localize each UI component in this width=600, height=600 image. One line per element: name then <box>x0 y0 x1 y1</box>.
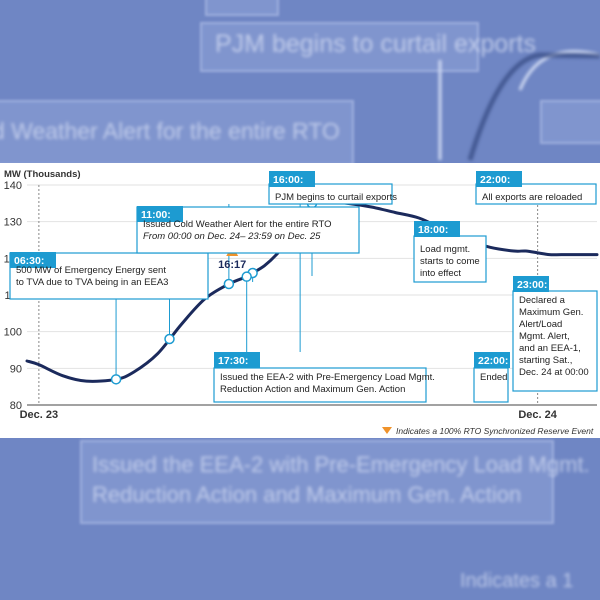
callout-text: and an EEA-1, <box>519 343 581 354</box>
callout-time-tab <box>10 252 56 268</box>
event-callout: 17:30: Issued the EEA-2 with Pre-Emergenc… <box>213 352 435 403</box>
callout-text: Mgmt. Alert, <box>519 331 570 342</box>
callout-box <box>213 367 427 403</box>
callout-time: 23:00: <box>517 279 547 291</box>
callout-text: Issued the EEA-2 with Pre-Emergency Load… <box>220 372 435 383</box>
callout-time: 11:00: <box>141 209 171 221</box>
event-callout: 22:00: All exports are reloaded <box>475 171 597 205</box>
chart-svg: MW (Thousands) 8090100110120130140 Dec. … <box>4 169 599 436</box>
callout-text: starts to come <box>420 256 480 267</box>
callout-time: 16:00: <box>273 174 303 186</box>
bg-text-2: d Weather Alert for the entire RTO <box>0 118 340 144</box>
triangle-label: 16:17 <box>218 259 246 271</box>
callout-text: Load mgmt. <box>420 244 470 255</box>
bg-text-4: Reduction Action and Maximum Gen. Action <box>92 482 522 507</box>
bg-time-box-2 <box>540 100 600 144</box>
event-marker <box>241 271 252 282</box>
bg-text-5: Indicates a 1 <box>460 570 574 592</box>
callout-text: Maximum Gen. <box>519 307 583 318</box>
callout-text: starting Sat., <box>519 355 572 366</box>
y-tick-label: 130 <box>4 217 22 229</box>
event-marker <box>110 374 122 385</box>
callout-text: All exports are reloaded <box>482 192 582 203</box>
callout-text: Reduction Action and Maximum Gen. Action <box>220 384 405 395</box>
bg-time-box <box>205 0 279 16</box>
callout-text: PJM begins to curtail exports <box>275 192 397 203</box>
callout-time: 18:00: <box>418 224 448 236</box>
callout-time-tab <box>474 352 510 368</box>
event-callout: 06:30:500 MW of Emergency Energy sentto … <box>9 252 209 300</box>
bg-text-3: Issued the EEA-2 with Pre-Emergency Load… <box>92 452 590 477</box>
callout-time-tab <box>214 352 260 368</box>
callout-box <box>475 183 597 205</box>
callout-time: 06:30: <box>14 255 44 267</box>
callout-time: 22:00: <box>478 355 508 367</box>
y-axis-label: MW (Thousands) <box>4 169 81 180</box>
legend-triangle-icon <box>382 427 392 434</box>
callout-box <box>413 235 487 283</box>
y-tick-label: 90 <box>10 363 22 375</box>
callout-box <box>268 183 393 205</box>
bg-callout-box-3 <box>80 440 554 524</box>
callout-time-tab <box>513 276 549 292</box>
event-callout: 22:00: Ended <box>473 352 510 403</box>
callout-text-italic: From 00:00 on Dec. 24– 23:59 on Dec. 25 <box>143 231 321 242</box>
event-marker <box>164 333 175 345</box>
event-callout: 11:00:Issued Cold Weather Alert for the … <box>136 206 360 254</box>
callout-text: into effect <box>420 268 461 279</box>
callout-text: to TVA due to TVA being in an EEA3 <box>16 277 168 288</box>
callout-time-tab <box>269 171 315 187</box>
callout-time-tab <box>137 206 183 222</box>
callout-time: 22:00: <box>480 174 510 186</box>
event-marker <box>223 278 235 290</box>
event-callouts: 06:30:500 MW of Emergency Energy sentto … <box>9 171 598 403</box>
callout-text: 500 MW of Emergency Energy sent <box>16 265 166 276</box>
callout-text: Issued Cold Weather Alert for the entire… <box>143 219 332 230</box>
callout-text: Declared a <box>519 295 566 306</box>
event-callout: 16:00: PJM begins to curtail exports <box>268 171 397 205</box>
y-tick-label: 80 <box>10 400 22 412</box>
callout-time-tab <box>476 171 522 187</box>
bg-callout-box <box>200 22 479 72</box>
y-tick-label: 140 <box>4 180 22 192</box>
x-tick-label: Dec. 23 <box>20 409 59 421</box>
callout-time-tab <box>414 221 460 237</box>
callout-text: Alert/Load <box>519 319 562 330</box>
legend: Indicates a 100% RTO Synchronized Reserv… <box>382 426 594 436</box>
callout-time: 17:30: <box>218 355 248 367</box>
x-tick-label: Dec. 24 <box>518 409 557 421</box>
y-tick-label: 100 <box>4 327 22 339</box>
legend-text: Indicates a 100% RTO Synchronized Reserv… <box>396 426 594 436</box>
callout-box <box>512 290 598 392</box>
bg-text-1: PJM begins to curtail exports <box>215 30 536 58</box>
callout-text: Dec. 24 at 00:00 <box>519 367 589 378</box>
chart-card: MW (Thousands) 8090100110120130140 Dec. … <box>0 163 600 438</box>
callout-text: Ended <box>480 372 507 383</box>
